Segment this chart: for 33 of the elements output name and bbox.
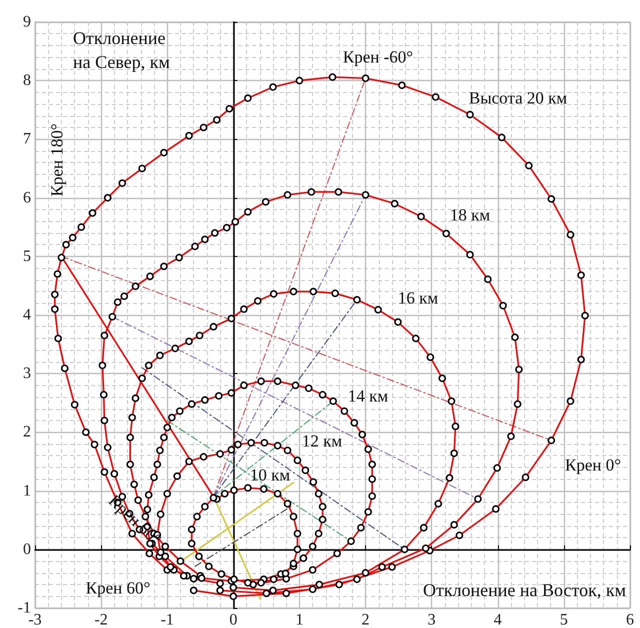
x-tick-label: 3 <box>428 612 436 628</box>
y-axis-title: Отклонение на Север, км <box>73 28 170 72</box>
y-tick-label: 4 <box>23 306 31 324</box>
annotation: 14 км <box>348 386 388 406</box>
annotation: 10 км <box>250 466 290 484</box>
y-tick-label: 6 <box>23 189 31 206</box>
y-tick-label: 7 <box>23 130 31 148</box>
y-tick-label: 5 <box>23 248 31 265</box>
x-tick-label: 5 <box>560 612 568 628</box>
x-axis-title: Отклонение на Восток, км <box>422 580 626 600</box>
x-tick-label: 2 <box>362 612 370 628</box>
annotation: Крен 0° <box>564 456 622 474</box>
annotation: Крен 180° <box>48 123 66 197</box>
annotation: 12 км <box>302 432 342 450</box>
x-tick-label: -2 <box>94 612 108 628</box>
y-tick-label: 9 <box>23 14 31 30</box>
annotation: Крен 60° <box>86 578 150 598</box>
x-tick-label: 4 <box>494 612 502 628</box>
annotation: 16 км <box>398 288 438 308</box>
y-tick-label: -1 <box>18 600 31 616</box>
x-tick-label: 6 <box>626 612 634 628</box>
x-tick-label: 1 <box>295 612 304 628</box>
y-tick-label: 0 <box>23 540 31 558</box>
x-tick-label: 0 <box>229 612 238 628</box>
annotation: Крен -60° <box>342 48 414 66</box>
y-tick-label: 1 <box>23 482 31 500</box>
y-tick-label: 3 <box>23 365 31 382</box>
annotation: Высота 20 км <box>468 88 568 108</box>
x-tick-label: -1 <box>160 612 174 628</box>
y-tick-label: 8 <box>23 72 31 90</box>
annotation: 18 км <box>450 206 490 224</box>
x-tick-label: -3 <box>28 612 42 628</box>
y-tick-label: 2 <box>23 424 31 441</box>
